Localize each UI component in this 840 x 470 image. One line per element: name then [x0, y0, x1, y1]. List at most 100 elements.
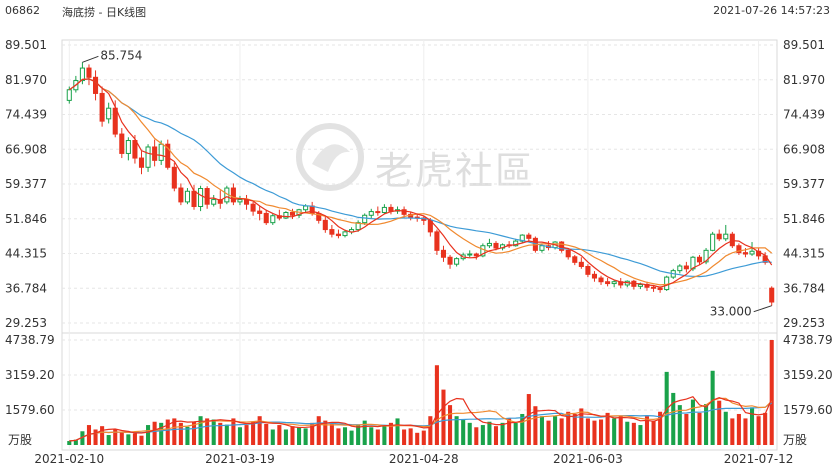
date-tick: 2021-06-03	[553, 452, 623, 466]
candle-body	[447, 256, 453, 265]
candle-body	[591, 273, 598, 279]
candle-body	[696, 256, 703, 263]
volume-bar	[224, 424, 229, 445]
volume-bar	[113, 429, 118, 445]
volume-bar	[585, 418, 590, 445]
candle-body	[572, 256, 578, 263]
volume-tick-left: 4738.79	[5, 333, 55, 347]
vol-ma5-line	[69, 395, 773, 442]
volume-bar	[362, 420, 367, 445]
volume-bar	[283, 429, 288, 445]
date-tick: 2021-03-19	[205, 452, 275, 466]
high-label: 85.754	[100, 48, 142, 62]
candle-body	[303, 205, 309, 211]
volume-bar	[467, 422, 472, 445]
volume-bar	[513, 422, 518, 445]
price-tick-right: 89.501	[783, 38, 825, 52]
volume-bar	[375, 429, 380, 445]
volume-bar	[395, 418, 400, 445]
volume-bar	[342, 427, 348, 445]
volume-bar	[86, 425, 92, 445]
vol-ma20-line	[69, 402, 773, 442]
volume-bar	[139, 435, 144, 445]
candle-body	[119, 133, 125, 154]
volume-bar	[507, 418, 512, 445]
candle-body	[106, 107, 112, 120]
volume-bar	[106, 435, 111, 445]
chart-title: 海底捞 - 日K线图	[62, 6, 147, 19]
volume-bar	[388, 422, 393, 445]
price-tick-right: 81.970	[783, 73, 825, 87]
candle-body	[355, 222, 361, 231]
candle-body	[578, 261, 584, 267]
volume-bar	[769, 340, 774, 445]
watermark-logo-icon	[296, 123, 364, 191]
ma20-line	[68, 78, 772, 278]
volume-bar	[329, 423, 334, 445]
volume-bar	[658, 411, 663, 445]
candle-body	[683, 265, 689, 270]
volume-bar	[671, 392, 676, 445]
candle-body	[769, 287, 775, 303]
candle-body	[257, 210, 263, 214]
volume-bar	[356, 425, 361, 445]
candle-body	[79, 67, 85, 82]
price-tick-left: 66.908	[5, 142, 47, 156]
candle-body	[585, 265, 591, 275]
candle-body	[388, 206, 394, 212]
price-tick-left: 59.377	[5, 177, 47, 191]
volume-bar	[185, 426, 190, 445]
candle-body	[250, 203, 256, 212]
candle-body	[749, 250, 755, 255]
volume-bar	[402, 429, 407, 445]
candle-body	[657, 287, 663, 291]
candle-body	[270, 215, 276, 224]
low-label: 33.000	[710, 305, 752, 319]
volume-bar	[487, 421, 492, 445]
candle-body	[605, 281, 611, 285]
candle-body	[434, 231, 440, 251]
candle-body	[440, 249, 447, 258]
candle-body	[467, 253, 473, 256]
candle-body	[381, 206, 387, 214]
candle-body	[158, 143, 164, 161]
volume-bar	[651, 420, 656, 445]
candle-body	[526, 234, 532, 239]
price-tick-right: 59.377	[783, 177, 825, 191]
volume-bar	[480, 425, 485, 445]
high-leader	[82, 55, 99, 63]
candle-body	[289, 212, 296, 216]
volume-bar	[428, 416, 433, 445]
low-leader	[753, 305, 772, 313]
volume-bar	[566, 411, 571, 445]
volume-bar	[461, 419, 466, 445]
candle-body	[736, 245, 742, 254]
volume-bar	[415, 432, 420, 445]
price-tick-right: 51.846	[783, 212, 825, 226]
volume-bar	[572, 413, 577, 445]
price-tick-right: 44.315	[783, 247, 825, 261]
candle-body	[362, 214, 368, 224]
volume-bar	[100, 426, 105, 445]
candle-body	[283, 212, 289, 219]
candle-body	[171, 166, 177, 189]
volume-bar	[172, 418, 177, 445]
plot-frame	[61, 39, 778, 451]
candle-body	[322, 219, 328, 231]
volume-bar	[743, 418, 748, 445]
volume-bar	[723, 411, 728, 445]
volume-bar	[717, 400, 722, 445]
volume-bar	[677, 405, 682, 445]
volume-bar	[592, 420, 597, 445]
volume-bar	[710, 370, 715, 445]
volume-bar	[126, 434, 131, 445]
candle-body	[598, 277, 604, 283]
volume-bar	[165, 419, 170, 445]
stock-code: 06862	[5, 4, 40, 17]
volume-bar	[559, 418, 564, 445]
price-tick-right: 29.253	[783, 316, 825, 330]
candle-body	[703, 249, 709, 263]
candle-body	[729, 233, 735, 247]
volume-bar	[638, 425, 643, 445]
volume-bar	[618, 416, 623, 445]
